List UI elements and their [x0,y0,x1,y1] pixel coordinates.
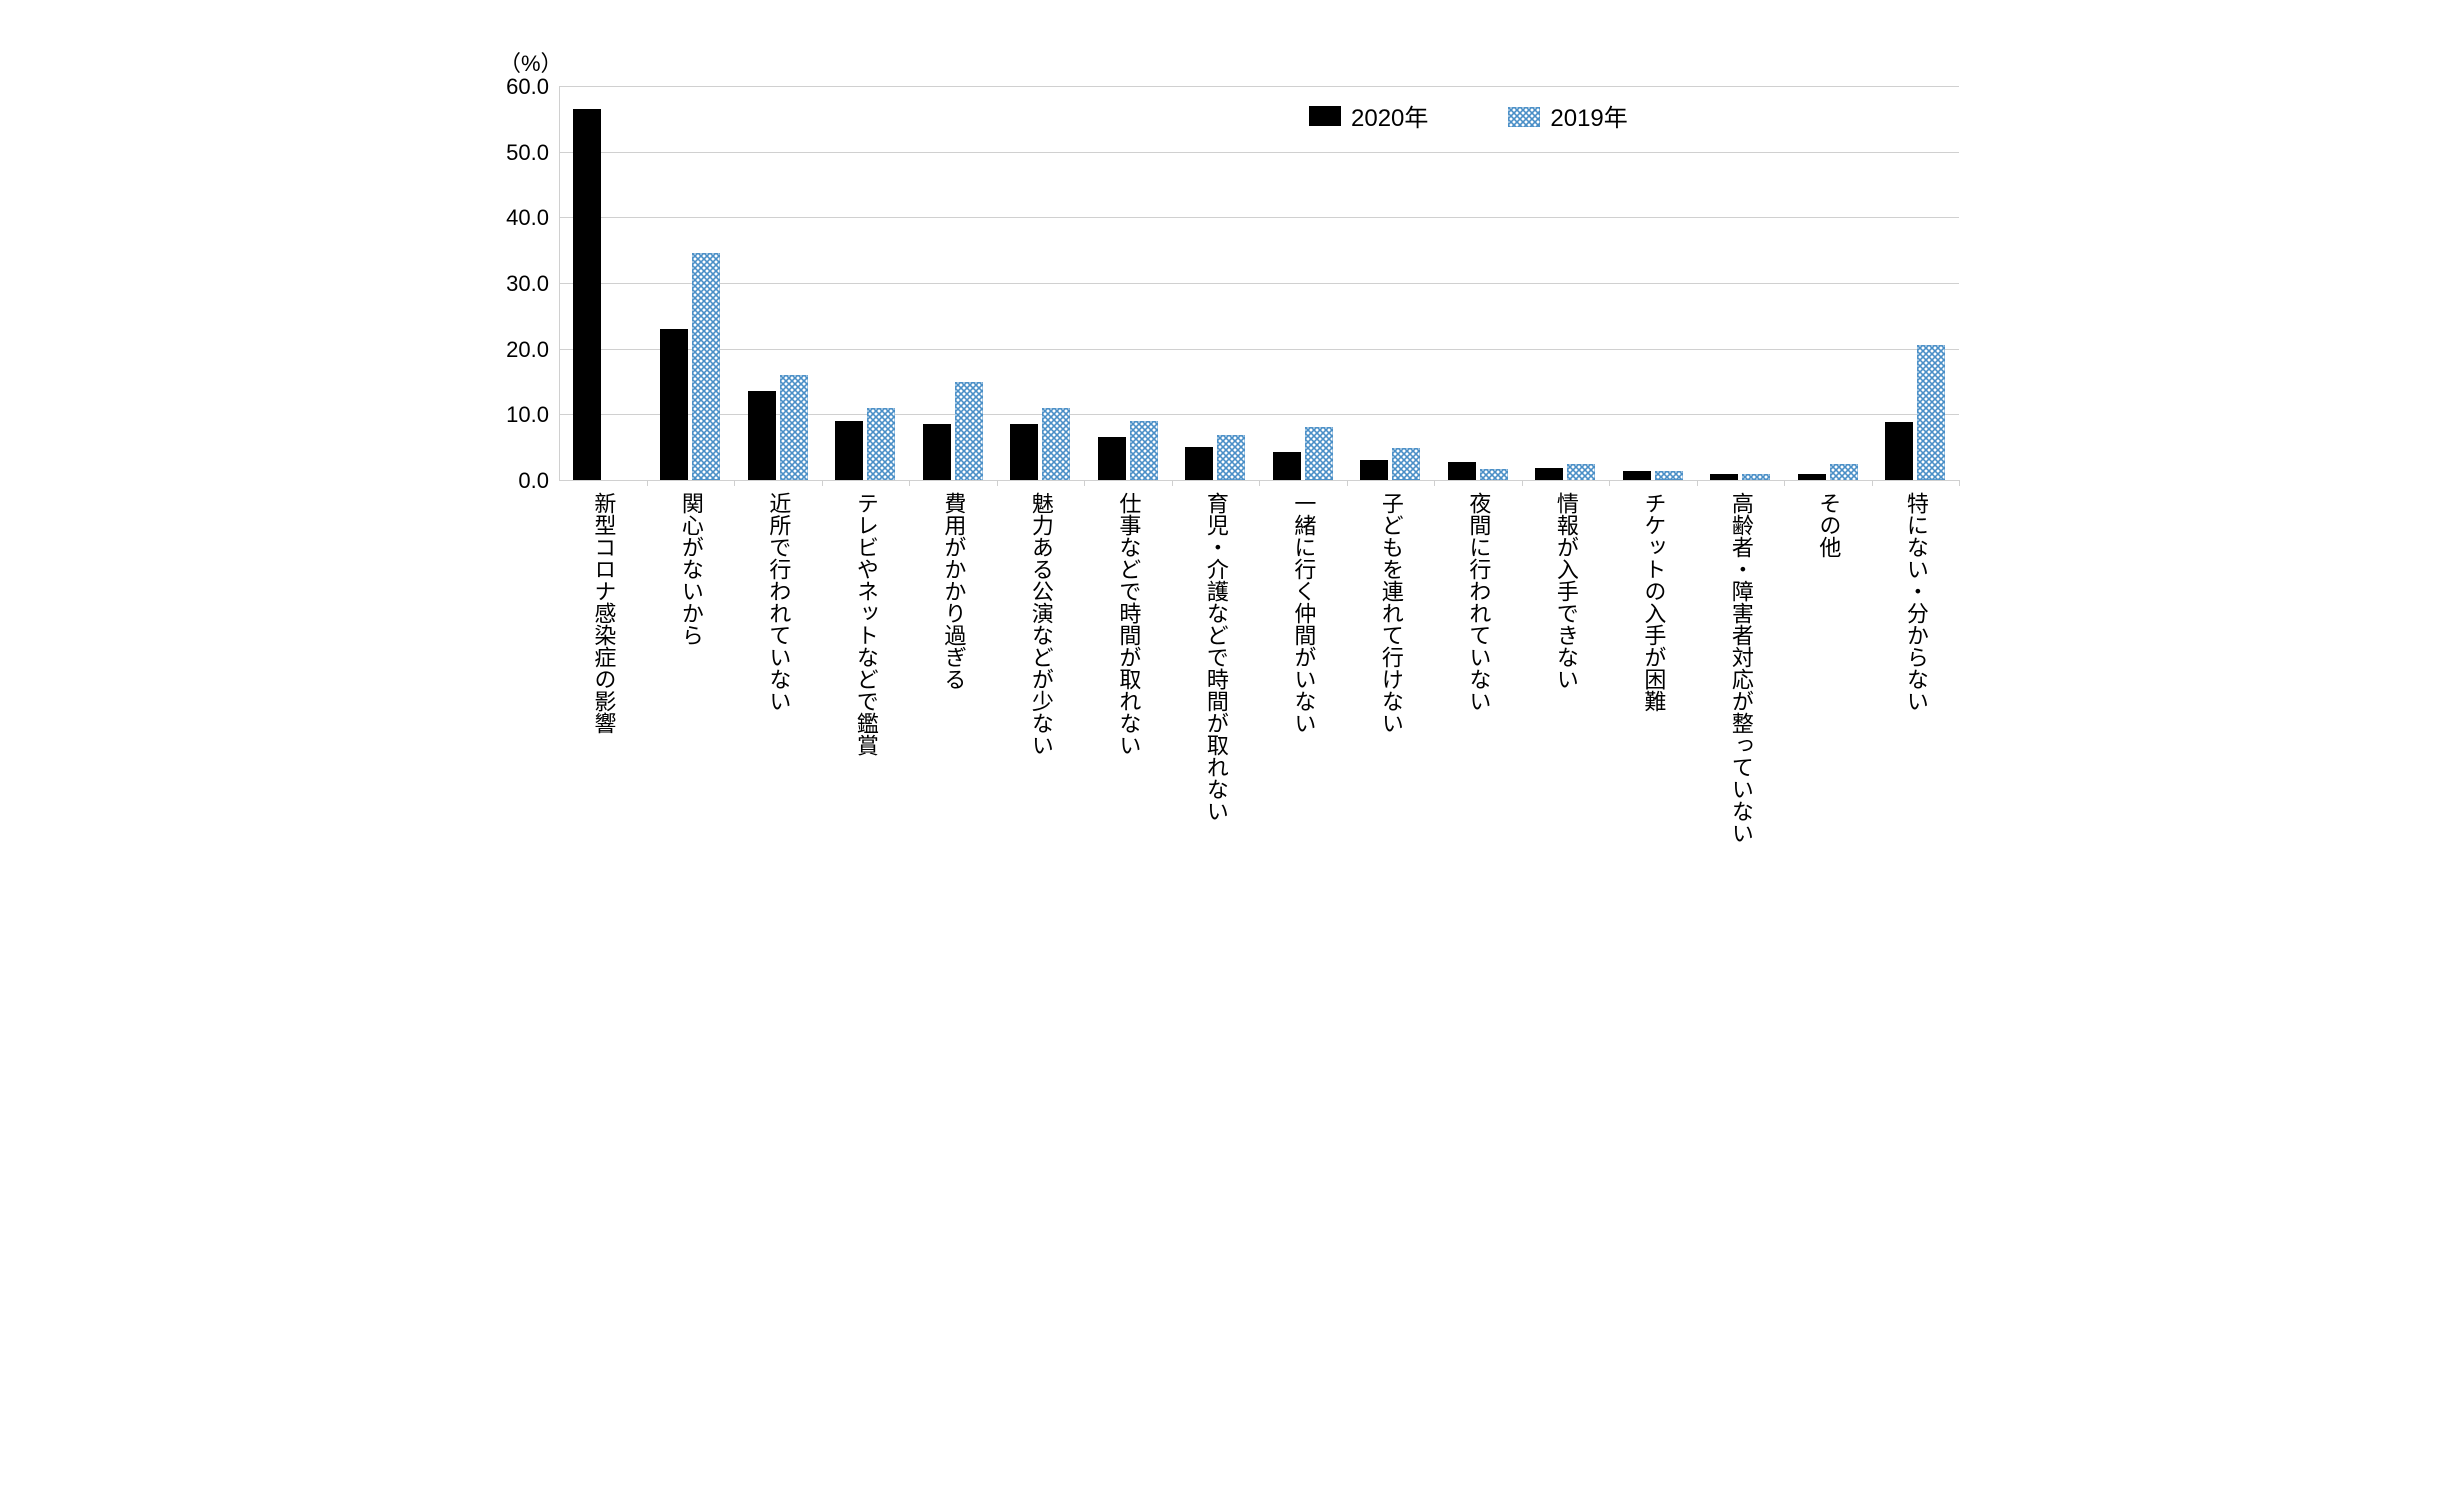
bar-2020 [835,421,863,480]
x-tick [822,480,823,486]
bar-2019 [1742,474,1770,480]
category-label: 一緒に行く仲間がいない [1289,492,1318,734]
x-tick [1259,480,1260,486]
bar-2020 [1273,452,1301,480]
category-label: テレビやネットなどで鑑賞 [851,492,880,756]
bar-2019 [1305,427,1333,480]
bar-2020 [660,329,688,480]
bar-2019 [955,382,983,481]
bar-2020 [923,424,951,480]
category-label: 仕事などで時間が取れない [1114,492,1143,756]
gridline [559,217,1959,218]
bar-2020 [748,391,776,480]
y-tick-label: 60.0 [489,74,549,100]
x-tick [909,480,910,486]
x-tick [1872,480,1873,486]
x-tick [1697,480,1698,486]
category-label: チケットの入手が困難 [1639,492,1668,712]
bar-2019 [1567,464,1595,480]
bar-2020 [1185,447,1213,480]
gridline [559,152,1959,153]
bar-2020 [573,109,601,480]
bar-2020 [1710,474,1738,480]
gridline [559,349,1959,350]
legend-item-2020: 2020年 [1309,98,1428,133]
bar-2019 [1655,471,1683,480]
category-label: 近所で行われていない [764,492,793,712]
bar-2019 [780,375,808,480]
category-label: 子どもを連れて行けない [1376,492,1405,734]
category-label: 魅力ある公演などが少ない [1026,492,1055,756]
gridline [559,283,1959,284]
x-tick [997,480,998,486]
x-tick [1959,480,1960,486]
bar-2020 [1098,437,1126,480]
bar-2019 [1480,469,1508,480]
y-tick-label: 50.0 [489,140,549,166]
category-label: 高齢者・障害者対応が整っていない [1726,492,1755,844]
bar-2020 [1535,468,1563,480]
y-axis-line [559,86,560,480]
bar-2019 [1130,421,1158,480]
bar-2019 [1917,345,1945,480]
legend-label-2019: 2019年 [1550,98,1627,133]
x-tick [1084,480,1085,486]
legend-swatch-2019 [1508,106,1540,126]
x-tick [1172,480,1173,486]
x-tick [1347,480,1348,486]
legend-item-2019: 2019年 [1508,98,1627,133]
x-tick [647,480,648,486]
x-tick [1784,480,1785,486]
chart-container: （%） 2020年 2019年 0.010.020.030.040.050.06… [439,0,1999,961]
legend-label-2020: 2020年 [1351,98,1428,133]
category-label: 特にない・分からない [1901,492,1930,712]
bar-2020 [1010,424,1038,480]
bar-2020 [1360,460,1388,480]
legend: 2020年 2019年 [1309,98,1628,133]
y-tick-label: 10.0 [489,402,549,428]
category-label: 育児・介護などで時間が取れない [1201,492,1230,822]
x-tick [734,480,735,486]
bar-2019 [1042,408,1070,480]
y-tick-label: 0.0 [489,468,549,494]
bar-2019 [692,253,720,480]
category-label: 情報が入手できない [1551,492,1580,690]
y-tick-label: 30.0 [489,271,549,297]
category-label: 新型コロナ感染症の影響 [589,492,618,734]
y-tick-label: 20.0 [489,337,549,363]
bar-2020 [1885,422,1913,480]
gridline [559,86,1959,87]
bar-2019 [1392,448,1420,480]
category-label: 夜間に行われていない [1464,492,1493,712]
category-label: 関心がないから [676,492,705,646]
bar-2019 [1830,464,1858,480]
bar-2020 [1623,471,1651,480]
x-tick [1522,480,1523,486]
category-label: 費用がかかり過ぎる [939,492,968,690]
bar-2019 [1217,435,1245,480]
y-tick-label: 40.0 [489,205,549,231]
bar-2020 [1448,462,1476,480]
bar-2019 [867,408,895,480]
bar-2020 [1798,474,1826,480]
category-label: その他 [1814,492,1843,558]
x-tick [1434,480,1435,486]
x-tick [1609,480,1610,486]
legend-swatch-2020 [1309,106,1341,126]
